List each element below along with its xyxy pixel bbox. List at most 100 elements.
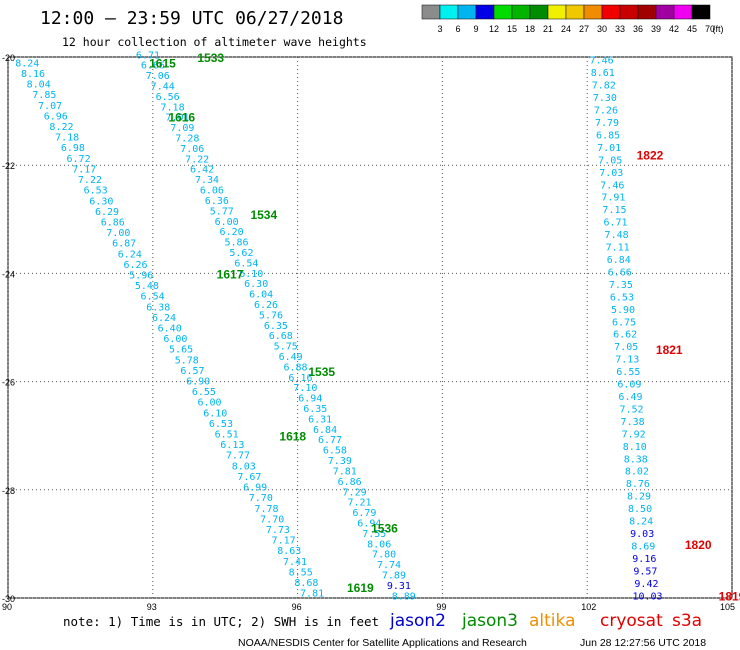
colorbar-tick-label: 18 <box>525 24 535 34</box>
colorbar-swatch <box>511 4 531 20</box>
swh-value-label: 6.68 <box>269 331 293 342</box>
swh-value-label: 6.16 <box>288 373 312 384</box>
swh-value-label: 6.57 <box>180 366 204 377</box>
swh-value-label: 7.21 <box>347 498 371 509</box>
swh-value-label: 6.42 <box>190 165 214 176</box>
x-tick-label: 102 <box>581 602 596 612</box>
swh-value-label: 6.06 <box>200 186 224 197</box>
swh-value-label: 7.89 <box>382 570 406 581</box>
swh-value-label: 6.49 <box>618 392 642 403</box>
y-axis-ticks: -20 -22 -24 -26 -28 -30 <box>2 53 15 604</box>
pass-time-label: 1617 <box>217 267 244 281</box>
pass-time-label: 1535 <box>308 365 335 379</box>
swh-value-label: 9.03 <box>630 529 654 540</box>
swh-value-label: 6.66 <box>608 267 632 278</box>
swh-value-label: 6.94 <box>298 394 322 405</box>
swh-value-label: 6.75 <box>612 317 636 328</box>
swh-value-label: 6.13 <box>220 440 244 451</box>
swh-value-label: 6.31 <box>308 414 332 425</box>
page-title: 12:00 – 23:59 UTC 06/27/2018 <box>40 8 343 29</box>
swh-value-label: 9.42 <box>634 579 658 590</box>
swh-value-label: 7.73 <box>266 525 290 536</box>
swh-value-label: 7.39 <box>328 456 352 467</box>
swh-value-label: 6.87 <box>112 239 136 250</box>
swh-value-label: 6.98 <box>61 143 85 154</box>
swh-value-label: 7.77 <box>226 451 250 462</box>
swh-value-label: 6.26 <box>123 260 147 271</box>
swh-value-label: 6.35 <box>264 321 288 332</box>
swh-value-label: 7.13 <box>615 355 639 366</box>
swh-value-label: 6.55 <box>192 387 216 398</box>
swh-value-label: 7.22 <box>78 175 102 186</box>
swh-value-label: 6.35 <box>303 404 327 415</box>
swh-value-label: 7.22 <box>185 154 209 165</box>
swh-value-label: 6.49 <box>279 352 303 363</box>
colorbar-swatch <box>421 4 441 20</box>
swh-value-label: 5.96 <box>129 270 153 281</box>
colorbar-tick-label: 42 <box>669 24 679 34</box>
swh-value-label: 7.00 <box>106 228 130 239</box>
x-tick-label: 90 <box>2 602 12 612</box>
swh-value-label: 7.78 <box>254 504 278 515</box>
y-tick-label: -28 <box>2 486 15 496</box>
x-tick-label: 93 <box>147 602 157 612</box>
swh-value-label: 6.72 <box>67 154 91 165</box>
swh-value-label: 6.84 <box>607 255 631 266</box>
swh-value-label: 6.54 <box>141 292 165 303</box>
swh-value-label: 8.76 <box>626 479 650 490</box>
pass-time-labels: 1533 1615 1616 1534 1617 1535 1618 1536 1619 1822… <box>149 51 740 603</box>
x-tick-label: 96 <box>292 602 302 612</box>
swh-value-label: 6.86 <box>338 477 362 488</box>
colorbar-swatch <box>583 4 603 20</box>
pass-time-label: 1822 <box>637 148 664 162</box>
colorbar-swatch <box>619 4 639 20</box>
swh-value-label: 9.31 <box>387 581 411 592</box>
swh-value-label: 7.07 <box>38 101 62 112</box>
swh-value-label: 7.81 <box>300 589 324 600</box>
plot-frame <box>7 56 733 599</box>
swh-value-label: 7.26 <box>594 106 618 117</box>
legend-cryosat: cryosat <box>600 611 663 631</box>
swh-value-label: 6.62 <box>613 330 637 341</box>
pass-time-label: 1820 <box>685 538 712 552</box>
swh-value-label: 7.46 <box>600 180 624 191</box>
swh-value-label: 8.50 <box>628 504 652 515</box>
colorbar-swatch <box>565 4 585 20</box>
swh-value-label: 7.70 <box>260 514 284 525</box>
swh-value-label: 7.29 <box>343 487 367 498</box>
wave-height-tracks: 8.248.168.047.857.076.968.227.186.986.72… <box>15 50 662 602</box>
swh-value-label: 6.00 <box>198 398 222 409</box>
legend-jason3: jason3 <box>461 611 518 631</box>
legend-s3a: s3a <box>672 611 702 631</box>
swh-value-label: 5.90 <box>611 305 635 316</box>
swh-value-label: 7.17 <box>72 164 96 175</box>
swh-value-label: 6.53 <box>209 419 233 430</box>
colorbar-tick-label: 9 <box>473 24 478 34</box>
swh-value-label: 8.69 <box>631 541 655 552</box>
track-b: 6.716.667.067.446.567.187.017.097.287.06… <box>136 50 416 602</box>
colorbar-swatch <box>547 4 567 20</box>
satellite-legend: jason2 jason3 altika cryosat s3a <box>389 611 702 631</box>
swh-value-label: 6.04 <box>249 290 273 301</box>
y-tick-label: -26 <box>2 378 15 388</box>
swh-value-label: 5.62 <box>229 248 253 259</box>
colorbar-swatch <box>439 4 459 20</box>
swh-value-label: 7.03 <box>599 168 623 179</box>
colorbar-tick-label: 12 <box>489 24 499 34</box>
swh-value-label: 6.85 <box>596 130 620 141</box>
legend-jason2: jason2 <box>389 611 446 631</box>
swh-value-label: 8.22 <box>49 122 73 133</box>
pass-time-label: 1534 <box>250 208 277 222</box>
swh-value-label: 6.30 <box>244 279 268 290</box>
swh-value-label: 6.26 <box>254 300 278 311</box>
x-tick-label: 99 <box>436 602 446 612</box>
swh-value-label: 7.18 <box>161 102 185 113</box>
swh-value-label: 6.99 <box>243 483 267 494</box>
colorbar-swatch <box>655 4 675 20</box>
pass-time-label: 1618 <box>279 430 306 444</box>
colorbar-swatch <box>637 4 657 20</box>
footer-note: note: 1) Time is in UTC; 2) SWH is in fe… <box>63 614 379 629</box>
swh-value-label: 8.16 <box>21 69 45 80</box>
swh-value-label: 7.28 <box>175 134 199 145</box>
swh-value-label: 7.70 <box>249 493 273 504</box>
